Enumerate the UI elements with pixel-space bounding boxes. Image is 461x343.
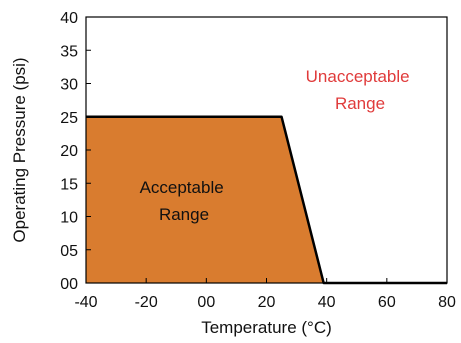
acceptable-range-label-line-2: Range <box>159 205 209 224</box>
x-tick-label: 80 <box>438 294 456 311</box>
x-axis-label: Temperature (°C) <box>201 318 332 337</box>
unacceptable-range-label-line-2: Range <box>335 94 385 113</box>
x-tick-label: 60 <box>378 294 396 311</box>
plot-area <box>85 16 448 285</box>
y-tick-label: 40 <box>60 10 78 27</box>
y-tick-label: 30 <box>60 77 78 94</box>
unacceptable-range-label-line-1: Unacceptable <box>306 67 410 86</box>
x-axis: -40 -20 00 20 40 60 80 <box>74 278 456 311</box>
acceptable-range-label: Acceptable Range <box>140 178 229 224</box>
y-tick-label: 35 <box>60 43 78 60</box>
x-tick-label: 40 <box>318 294 336 311</box>
y-tick-label: 10 <box>60 210 78 227</box>
y-axis: 00 05 10 15 20 25 30 35 40 <box>60 10 91 293</box>
y-tick-label: 00 <box>60 276 78 293</box>
x-tick-label: -20 <box>135 294 158 311</box>
y-tick-label: 15 <box>60 176 78 193</box>
acceptable-range-area <box>86 116 324 283</box>
y-tick-label: 05 <box>60 243 78 260</box>
x-tick-label: 00 <box>197 294 215 311</box>
acceptable-range-label-line-1: Acceptable <box>140 178 224 197</box>
y-axis-label: Operating Pressure (psi) <box>10 57 29 242</box>
unacceptable-range-label: Unacceptable Range <box>306 67 415 113</box>
x-tick-label: -40 <box>74 294 97 311</box>
y-tick-label: 25 <box>60 110 78 127</box>
x-tick-label: 20 <box>258 294 276 311</box>
y-tick-label: 20 <box>60 143 78 160</box>
